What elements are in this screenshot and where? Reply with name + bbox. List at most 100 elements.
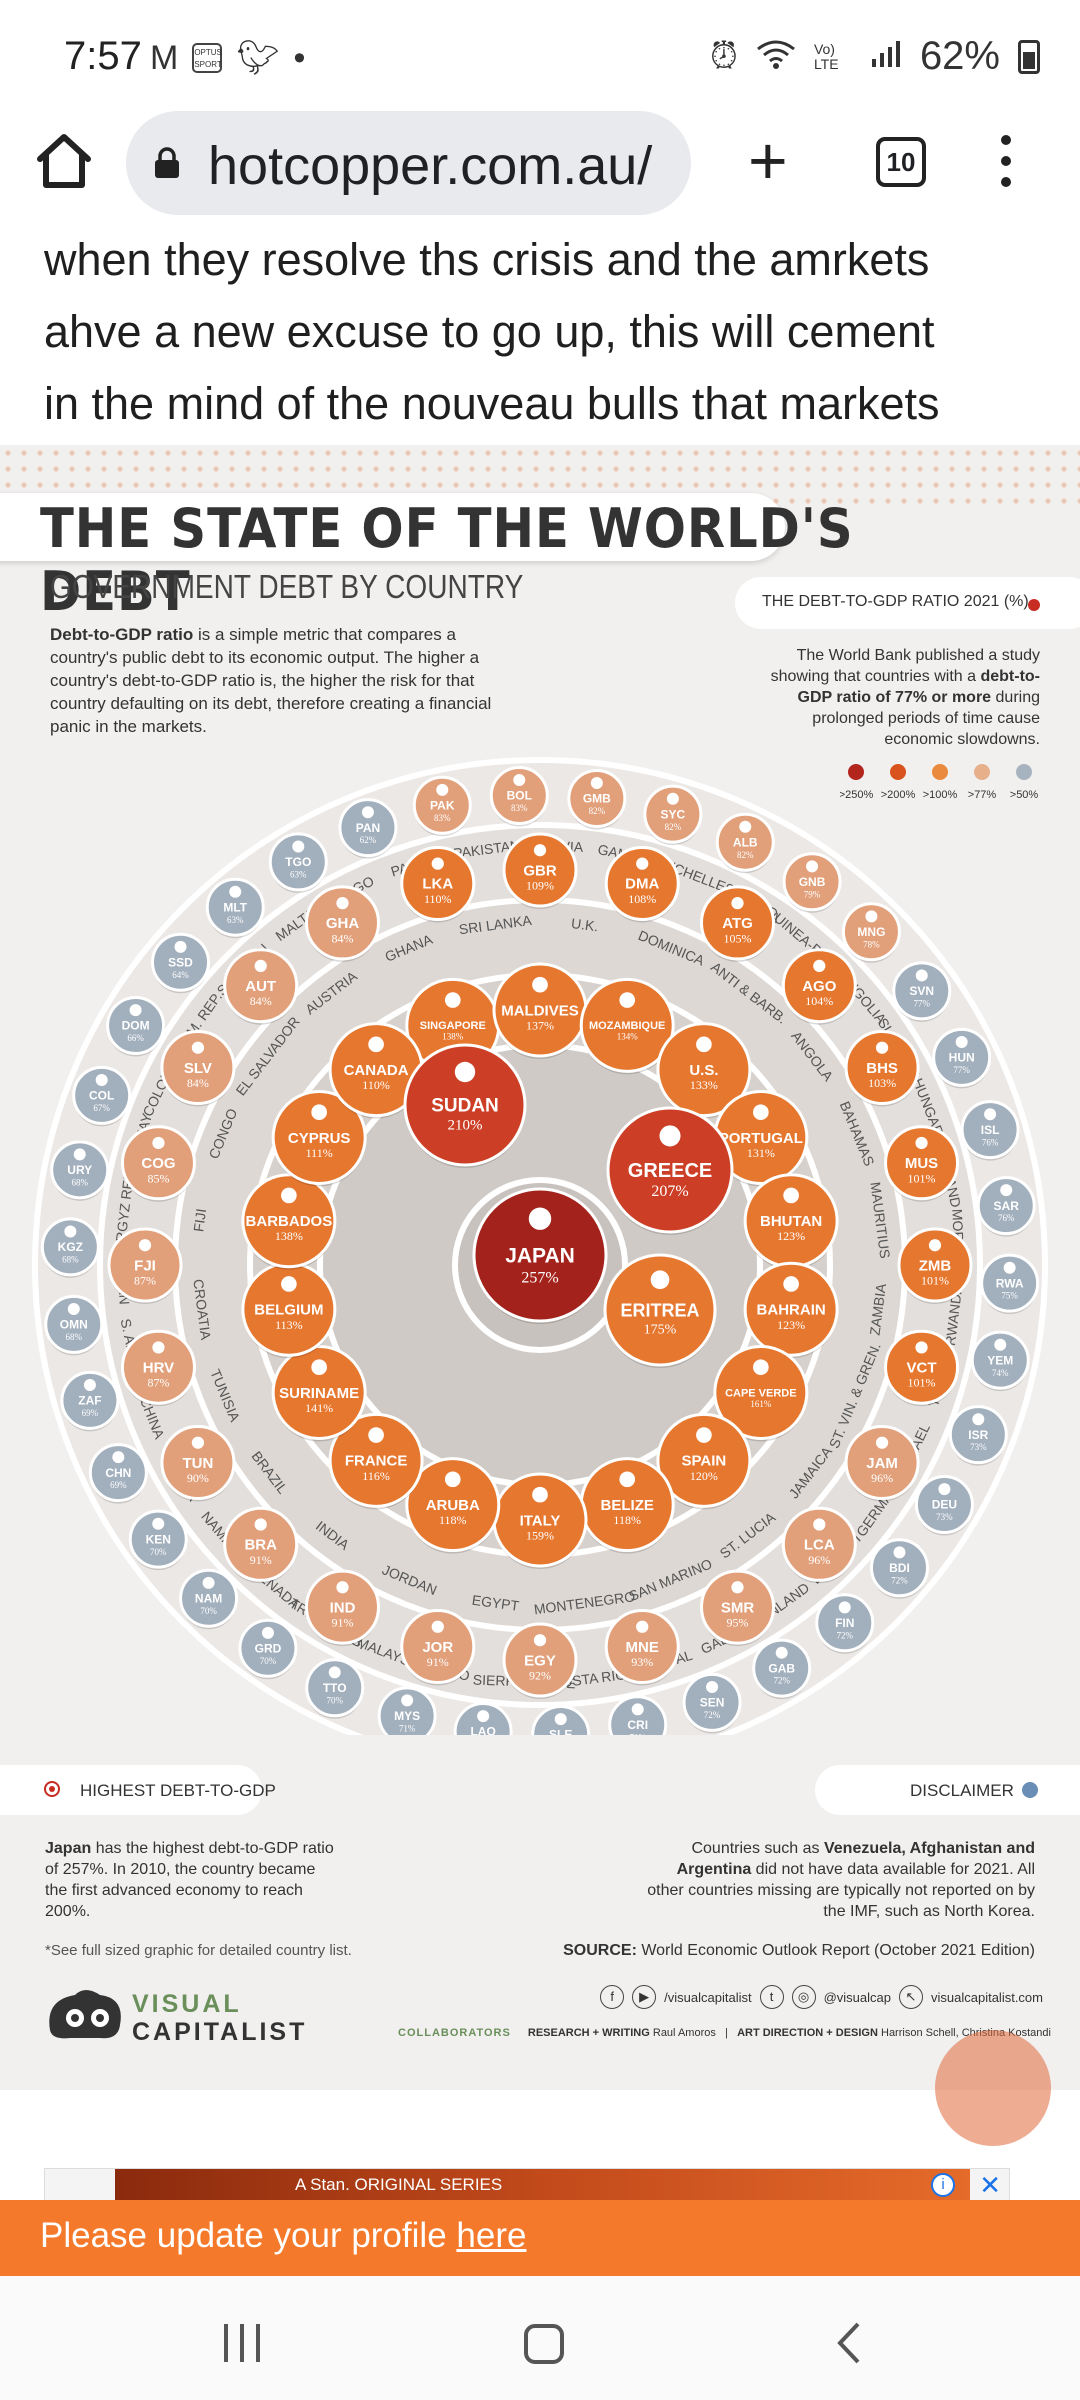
post-body: when they resolve ths crisis and the amr…: [44, 224, 1054, 440]
bubble-name: TTO: [323, 1681, 347, 1695]
social-handle-1: /visualcapitalist: [664, 1989, 752, 2005]
bubble-name: U.S.: [689, 1062, 718, 1079]
bubble-name: CRI: [627, 1718, 648, 1732]
ad-close-icon[interactable]: ✕: [979, 2170, 1001, 2200]
bubble-pct: 138%: [442, 1032, 464, 1042]
japan-note-text: has the highest debt-to-GDP ratio of 257…: [45, 1840, 334, 1920]
bubble-name: CHN: [105, 1466, 131, 1480]
overflow-menu-button[interactable]: [996, 135, 1016, 195]
ad-banner[interactable]: A Stan. ORIGINAL SERIES i ✕: [44, 2168, 1010, 2203]
bubble-pct: 120%: [690, 1469, 718, 1483]
flag-icon: [129, 1004, 142, 1017]
tab-switcher-button[interactable]: 10: [876, 137, 926, 187]
disclaimer-icon: [1022, 1782, 1038, 1798]
bubble-cri: CRI71%: [608, 1695, 668, 1735]
flag-icon: [368, 1036, 384, 1053]
bubble-name: PAN: [356, 821, 380, 835]
scroll-down-button[interactable]: [935, 2030, 1051, 2146]
profile-update-link[interactable]: here: [456, 2216, 527, 2255]
ad-creative[interactable]: A Stan. ORIGINAL SERIES: [115, 2169, 970, 2203]
flag-icon: [138, 1239, 152, 1252]
description-bold: Debt-to-GDP ratio: [50, 625, 194, 644]
bubble-pct: 83%: [511, 803, 528, 813]
address-bar[interactable]: hotcopper.com.au/: [126, 111, 691, 215]
wifi-icon: [756, 36, 796, 78]
bubble-pct: 118%: [439, 1513, 467, 1527]
bubble-pct: 91%: [250, 1553, 272, 1567]
bubble-pct: 74%: [992, 1368, 1009, 1378]
flag-icon: [528, 1207, 552, 1230]
flag-icon: [174, 940, 187, 953]
profile-update-bar: Please update your profile here: [0, 2200, 1080, 2276]
flag-icon: [865, 910, 878, 923]
flag-icon: [955, 1036, 968, 1049]
bubble-name: GMB: [583, 792, 611, 806]
home-nav-button[interactable]: [524, 2324, 564, 2364]
gmail-icon: M: [150, 38, 179, 77]
legend-swatch: [932, 764, 948, 780]
bubble-name: GAB: [768, 1661, 795, 1675]
ad-info-icon[interactable]: i: [931, 2173, 955, 2197]
new-tab-button[interactable]: +: [748, 123, 788, 199]
flag-icon: [636, 857, 649, 870]
flag-icon: [328, 1666, 341, 1679]
bubble-pct: 101%: [921, 1274, 949, 1288]
flag-icon: [112, 1451, 125, 1464]
twitter-icon: 🐦︎: [236, 39, 280, 77]
back-button[interactable]: [837, 2322, 860, 2364]
bubble-name: MNG: [857, 925, 885, 939]
bubble-pct: 70%: [150, 1547, 167, 1557]
notification-icons: M OPTUS SPORT 🐦︎ •: [150, 38, 305, 78]
bubble-name: BHS: [866, 1060, 898, 1077]
flag-icon: [431, 1620, 444, 1633]
bubble-name: AUT: [245, 978, 276, 995]
bubble-name: GHA: [326, 915, 360, 932]
bubble-name: BELGIUM: [254, 1302, 323, 1319]
social-links: f ▶ /visualcapitalist t ◎ @visualcap ↖ v…: [553, 1985, 1043, 2009]
bubble-name: ATG: [722, 915, 753, 932]
flag-icon: [739, 820, 752, 833]
bubble-name: ZMB: [919, 1257, 952, 1274]
flag-icon: [191, 1041, 205, 1054]
home-button[interactable]: [32, 129, 96, 193]
bubble-name: KEN: [146, 1532, 171, 1546]
debt-infographic[interactable]: THE STATE OF THE WORLD'S DEBT GOVERNMENT…: [0, 445, 1080, 2090]
flag-icon: [753, 1359, 769, 1376]
bubble-name: CAPE VERDE: [725, 1387, 797, 1399]
bubble-pct: 207%: [651, 1183, 688, 1200]
collaborators-label: COLLABORATORS: [398, 2027, 511, 2039]
status-time: 7:57: [64, 34, 142, 78]
flag-icon: [436, 783, 449, 796]
flag-icon: [532, 1486, 548, 1503]
bubble-pct: 72%: [836, 1630, 853, 1640]
bubble-name: PAK: [430, 798, 455, 812]
bubble-name: JOR: [422, 1639, 453, 1656]
bubble-name: DMA: [625, 876, 659, 893]
bubble-name: HUN: [949, 1051, 975, 1065]
bubble-name: SEN: [700, 1696, 725, 1710]
missing-bold: Venezuela, Afghanistan and Argentina: [676, 1840, 1035, 1878]
recents-button[interactable]: [224, 2324, 260, 2362]
optus-sport-icon: OPTUS SPORT: [192, 43, 223, 73]
source-line: SOURCE: World Economic Outlook Report (O…: [560, 1942, 1035, 1960]
bubble-pct: 210%: [448, 1118, 483, 1134]
country-label: EGYPT: [471, 1592, 521, 1614]
flag-icon: [95, 1073, 108, 1086]
description: Debt-to-GDP ratio is a simple metric tha…: [50, 623, 520, 738]
flag-icon: [813, 1518, 826, 1531]
bubble-pct: 118%: [613, 1513, 641, 1527]
flag-icon: [1003, 1261, 1016, 1274]
